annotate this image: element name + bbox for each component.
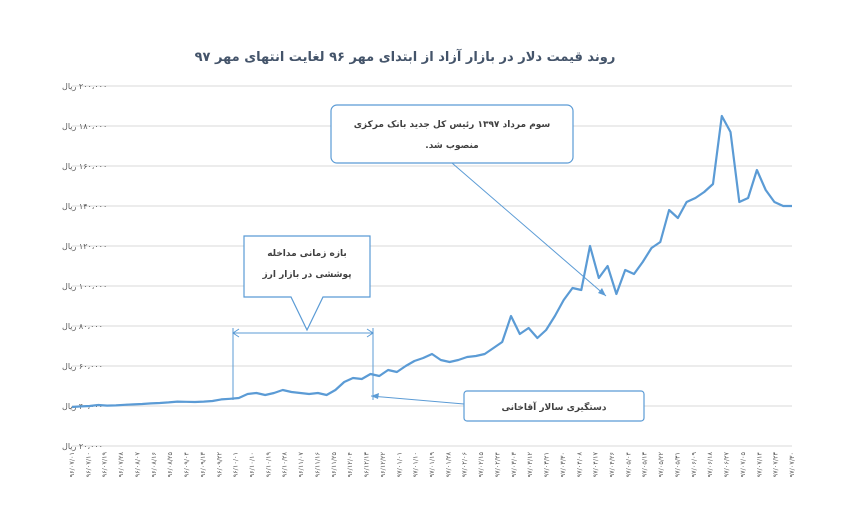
arrest-arrowhead — [371, 393, 379, 399]
appointment-callout-line-2: منصوب شد. — [425, 141, 478, 151]
y-tick-label: ۱۶۰،۰۰۰ ریال — [62, 162, 107, 171]
intervention-callout-line-1: بازه زمانی مداخله — [267, 249, 347, 259]
x-tick-label: ۹۷/۰۵/۲۲ — [657, 451, 665, 477]
x-axis: ۹۶/۰۷/۰۱ ۹۶/۰۷/۱۰ ۹۶/۰۷/۱۹ ۹۶/۰۷/۲۸ ۹۶/۰۸/۰۷… — [68, 451, 796, 477]
x-tick-label: ۹۶/۰۹/۰۴ — [183, 451, 191, 477]
arrest-callout-text: دستگیری سالار آقاخانی — [502, 401, 607, 413]
appointment-callout-line-1: سوم مرداد ۱۳۹۷ رئیس کل جدید بانک مرکزی — [354, 120, 551, 130]
y-tick-label: ۱۰۰،۰۰۰ ریال — [62, 282, 107, 291]
chart-title: روند قیمت دلار در بازار آزاد از ابتدای م… — [195, 48, 616, 65]
x-tick-label: ۹۷/۰۳/۰۳ — [510, 451, 518, 477]
x-tick-label: ۹۶/۰۷/۲۸ — [117, 451, 125, 477]
x-tick-label: ۹۶/۰۸/۰۷ — [133, 451, 141, 477]
x-tick-label: ۹۶/۰۸/۱۶ — [150, 452, 158, 477]
intervention-callout-box — [243, 235, 371, 332]
x-tick-label: ۹۷/۰۶/۲۷ — [723, 451, 731, 477]
y-tick-label: ۶۰،۰۰۰ ریال — [62, 362, 103, 371]
x-tick-label: ۹۶/۱۱/۲۵ — [330, 451, 338, 477]
x-tick-label: ۹۶/۱۰/۰۱ — [232, 452, 240, 477]
x-tick-label: ۹۶/۱۲/۲۲ — [379, 451, 387, 477]
x-tick-label: ۹۶/۰۸/۲۵ — [166, 451, 174, 477]
intervention-arrow-right — [366, 328, 374, 338]
x-tick-label: ۹۷/۰۷/۱۴ — [755, 451, 763, 477]
x-tick-label: ۹۷/۰۱/۲۸ — [444, 451, 452, 477]
x-tick-label: ۹۷/۰۷/۰۵ — [739, 451, 747, 477]
x-tick-label: ۹۷/۰۶/۱۸ — [706, 451, 714, 477]
x-tick-label: ۹۷/۰۳/۳۰ — [559, 452, 567, 477]
appointment-callout: سوم مرداد ۱۳۹۷ رئیس کل جدید بانک مرکزی م… — [330, 104, 607, 297]
x-tick-label: ۹۷/۰۵/۰۴ — [624, 451, 632, 477]
x-tick-label: ۹۷/۰۷/۳۰ — [788, 452, 796, 477]
x-tick-label: ۹۷/۰۶/۰۹ — [690, 451, 698, 477]
x-tick-label: ۹۷/۰۴/۰۸ — [575, 451, 583, 477]
series-line — [71, 114, 792, 409]
x-tick-label: ۹۷/۰۵/۱۳ — [641, 451, 649, 477]
appointment-callout-box — [330, 104, 574, 164]
arrest-callout: دستگیری سالار آقاخانی — [370, 390, 645, 422]
arrest-connector — [370, 395, 465, 405]
appointment-arrowhead — [598, 288, 606, 296]
x-tick-label: ۹۶/۱۱/۱۶ — [313, 452, 321, 477]
x-tick-label: ۹۶/۰۹/۲۲ — [215, 451, 223, 477]
x-tick-label: ۹۶/۱۰/۱۹ — [264, 451, 272, 477]
intervention-callout: بازه زمانی مداخله پوششی در بازار ارز — [232, 235, 374, 400]
arrest-callout-box — [463, 390, 645, 422]
y-tick-label: ۲۰۰،۰۰۰ ریال — [62, 82, 107, 91]
x-tick-label: ۹۷/۰۱/۱۰ — [412, 452, 420, 477]
x-tick-label: ۹۷/۰۱/۱۹ — [428, 451, 436, 477]
x-tick-label: ۹۶/۰۷/۱۹ — [101, 451, 109, 477]
x-tick-label: ۹۶/۰۷/۰۱ — [68, 452, 76, 477]
intervention-arrow-left — [232, 328, 240, 338]
y-tick-label: ۱۲۰،۰۰۰ ریال — [62, 242, 107, 251]
x-tick-label: ۹۶/۰۷/۱۰ — [84, 452, 92, 477]
x-tick-label: ۹۷/۰۴/۱۷ — [592, 451, 600, 477]
x-tick-label: ۹۷/۰۵/۳۱ — [673, 452, 681, 477]
x-tick-label: ۹۶/۱۰/۱۰ — [248, 452, 256, 477]
x-tick-label: ۹۷/۰۳/۲۱ — [543, 452, 551, 477]
x-tick-label: ۹۶/۱۰/۲۸ — [281, 451, 289, 477]
appointment-connector — [451, 162, 607, 297]
y-tick-label: ۱۴۰،۰۰۰ ریال — [62, 202, 107, 211]
intervention-callout-line-2: پوششی در بازار ارز — [262, 270, 352, 280]
x-tick-label: ۹۷/۰۲/۰۶ — [461, 452, 469, 477]
y-tick-label: ۲۰،۰۰۰ ریال — [62, 442, 103, 451]
x-tick-label: ۹۷/۰۲/۲۴ — [493, 451, 501, 477]
y-tick-label: ۱۸۰،۰۰۰ ریال — [62, 122, 107, 131]
x-tick-label: ۹۷/۰۴/۲۶ — [608, 452, 616, 477]
y-tick-label: ۸۰،۰۰۰ ریال — [62, 322, 103, 331]
x-tick-label: ۹۷/۰۷/۲۳ — [772, 451, 780, 477]
x-tick-label: ۹۶/۰۹/۱۳ — [199, 451, 207, 477]
x-tick-label: ۹۷/۰۱/۰۱ — [395, 452, 403, 477]
x-tick-label: ۹۶/۱۱/۰۷ — [297, 451, 305, 477]
x-tick-label: ۹۷/۰۳/۱۲ — [526, 451, 534, 477]
x-tick-label: ۹۷/۰۲/۱۵ — [477, 451, 485, 477]
x-tick-label: ۹۶/۱۲/۱۳ — [363, 451, 371, 477]
x-tick-label: ۹۶/۱۲/۰۴ — [346, 451, 354, 477]
